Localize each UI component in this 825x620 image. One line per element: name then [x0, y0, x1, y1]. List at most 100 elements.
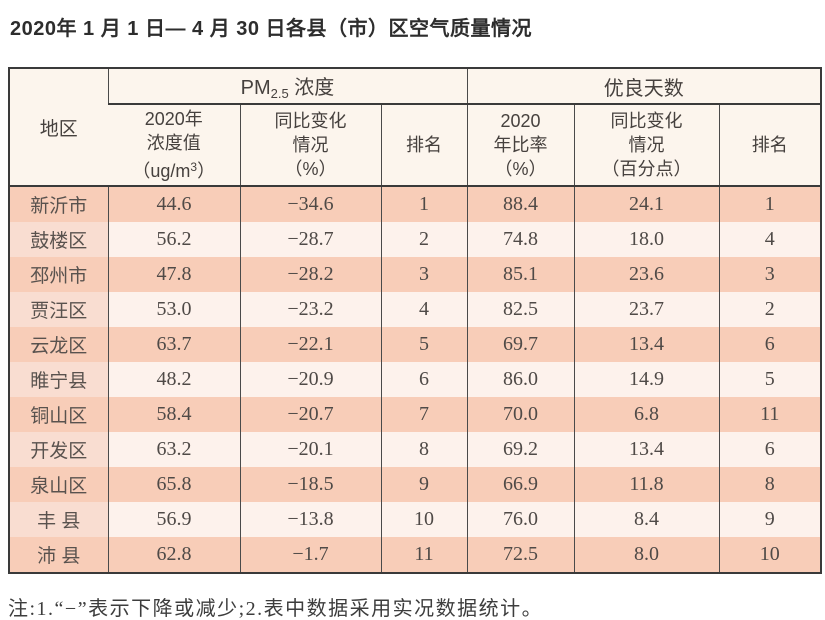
pm-change-header-line1: 同比变化	[274, 111, 347, 131]
header-group-row: 地区 PM2.5 浓度 优良天数	[9, 68, 822, 187]
days-rate-cell: 86.0	[466, 362, 574, 397]
days-rank-cell: 6	[718, 327, 822, 362]
pm-change-cell: −20.1	[239, 432, 381, 467]
column-header-pm-value: 2020年 浓度值 （ug/m3）	[108, 104, 240, 187]
table-row: 新沂市 44.6 −34.6 1 88.4 24.1 1	[9, 186, 822, 222]
column-header-days-change: 同比变化 情况 （百分点）	[573, 104, 719, 187]
days-change-cell: 13.4	[573, 432, 719, 467]
region-cell: 邳州市	[9, 257, 108, 292]
header-sub-row: 2020年 浓度值 （ug/m3） 同比变化 情况 （%） 排名 2020 年比…	[9, 104, 822, 187]
pm-rank-cell: 5	[380, 327, 467, 362]
pm-value-cell: 47.8	[107, 257, 240, 292]
days-rate-cell: 82.5	[466, 292, 574, 327]
days-rate-cell: 74.8	[466, 222, 574, 257]
pm-value-cell: 65.8	[107, 467, 240, 502]
table-row: 邳州市 47.8 −28.2 3 85.1 23.6 3	[9, 257, 822, 292]
pm-change-cell: −20.7	[239, 397, 381, 432]
days-rank-cell: 1	[718, 186, 822, 222]
region-cell: 睢宁县	[9, 362, 108, 397]
days-change-cell: 14.9	[573, 362, 719, 397]
region-cell: 云龙区	[9, 327, 108, 362]
days-rate-cell: 69.7	[466, 327, 574, 362]
days-change-cell: 11.8	[573, 467, 719, 502]
region-cell: 开发区	[9, 432, 108, 467]
table-row: 丰 县 56.9 −13.8 10 76.0 8.4 9	[9, 502, 822, 537]
air-quality-table: 地区 PM2.5 浓度 优良天数 2020年 浓度值 （ug/m3） 同比变化 …	[8, 67, 823, 574]
column-header-days-rank: 排名	[718, 104, 822, 187]
table-row: 铜山区 58.4 −20.7 7 70.0 6.8 11	[9, 397, 822, 432]
pm-change-cell: −28.2	[239, 257, 381, 292]
pm-change-cell: −23.2	[239, 292, 381, 327]
days-rate-cell: 69.2	[466, 432, 574, 467]
region-cell: 铜山区	[9, 397, 108, 432]
pm-value-cell: 53.0	[107, 292, 240, 327]
table-header: 地区 PM2.5 浓度 优良天数 2020年 浓度值 （ug/m3） 同比变化 …	[9, 68, 822, 187]
days-rank-cell: 5	[718, 362, 822, 397]
column-header-pm-rank: 排名	[380, 104, 467, 187]
pm-change-header-line2: 情况	[292, 135, 329, 155]
region-cell: 丰 县	[9, 502, 108, 537]
days-rate-cell: 88.4	[466, 186, 574, 222]
table-row: 泉山区 65.8 −18.5 9 66.9 11.8 8	[9, 467, 822, 502]
pm-rank-cell: 9	[380, 467, 467, 502]
pm25-label-suffix: 浓度	[288, 77, 335, 99]
days-rate-cell: 76.0	[466, 502, 574, 537]
column-header-region: 地区	[9, 68, 108, 187]
pm-rank-cell: 8	[380, 432, 467, 467]
days-rate-cell: 66.9	[466, 467, 574, 502]
pm-change-cell: −28.7	[239, 222, 381, 257]
region-cell: 泉山区	[9, 467, 108, 502]
pm-value-cell: 62.8	[107, 537, 240, 573]
table-row: 鼓楼区 56.2 −28.7 2 74.8 18.0 4	[9, 222, 822, 257]
days-rank-cell: 3	[718, 257, 822, 292]
days-rate-header-line1: 2020	[500, 111, 541, 131]
pm-value-cell: 48.2	[107, 362, 240, 397]
pm-value-header-line2: 浓度值	[146, 133, 201, 153]
pm-value-cell: 63.2	[107, 432, 240, 467]
days-change-cell: 24.1	[573, 186, 719, 222]
days-rank-cell: 11	[718, 397, 822, 432]
pm-rank-cell: 6	[380, 362, 467, 397]
pm-value-cell: 44.6	[107, 186, 240, 222]
table-row: 睢宁县 48.2 −20.9 6 86.0 14.9 5	[9, 362, 822, 397]
pm-value-header-line1: 2020年	[144, 109, 203, 129]
pm-value-header-line3: （ug/m3）	[132, 160, 216, 181]
pm-rank-cell: 7	[380, 397, 467, 432]
pm-rank-cell: 1	[380, 186, 467, 222]
pm-change-cell: −18.5	[239, 467, 381, 502]
days-rank-cell: 2	[718, 292, 822, 327]
cubic-meter-superscript: 3	[190, 160, 198, 174]
region-cell: 贾汪区	[9, 292, 108, 327]
table-body: 新沂市 44.6 −34.6 1 88.4 24.1 1 鼓楼区 56.2 −2…	[9, 186, 822, 573]
pm-value-cell: 56.9	[107, 502, 240, 537]
pm-change-header-line3: （%）	[284, 159, 337, 179]
pm-value-cell: 63.7	[107, 327, 240, 362]
region-cell: 鼓楼区	[9, 222, 108, 257]
days-rate-cell: 72.5	[466, 537, 574, 573]
pm-change-cell: −13.8	[239, 502, 381, 537]
region-cell: 新沂市	[9, 186, 108, 222]
pm-change-cell: −1.7	[239, 537, 381, 573]
pm-change-cell: −22.1	[239, 327, 381, 362]
table-row: 云龙区 63.7 −22.1 5 69.7 13.4 6	[9, 327, 822, 362]
pm-value-cell: 58.4	[107, 397, 240, 432]
pm-rank-cell: 10	[380, 502, 467, 537]
days-change-cell: 23.6	[573, 257, 719, 292]
days-rank-cell: 9	[718, 502, 822, 537]
pm-rank-cell: 4	[380, 292, 467, 327]
footnote: 注:1.“−”表示下降或减少;2.表中数据采用实况数据统计。	[8, 598, 544, 620]
days-change-header-line3: （百分点）	[601, 159, 692, 179]
days-change-cell: 8.4	[573, 502, 719, 537]
pm-rank-cell: 2	[380, 222, 467, 257]
days-change-cell: 8.0	[573, 537, 719, 573]
table-row: 开发区 63.2 −20.1 8 69.2 13.4 6	[9, 432, 822, 467]
region-cell: 沛 县	[9, 537, 108, 573]
days-change-cell: 18.0	[573, 222, 719, 257]
days-rate-cell: 70.0	[466, 397, 574, 432]
column-group-pm25: PM2.5 浓度	[107, 68, 467, 105]
days-change-header-line2: 情况	[628, 135, 665, 155]
days-rank-cell: 4	[718, 222, 822, 257]
pm-rank-cell: 3	[380, 257, 467, 292]
table-row: 贾汪区 53.0 −23.2 4 82.5 23.7 2	[9, 292, 822, 327]
